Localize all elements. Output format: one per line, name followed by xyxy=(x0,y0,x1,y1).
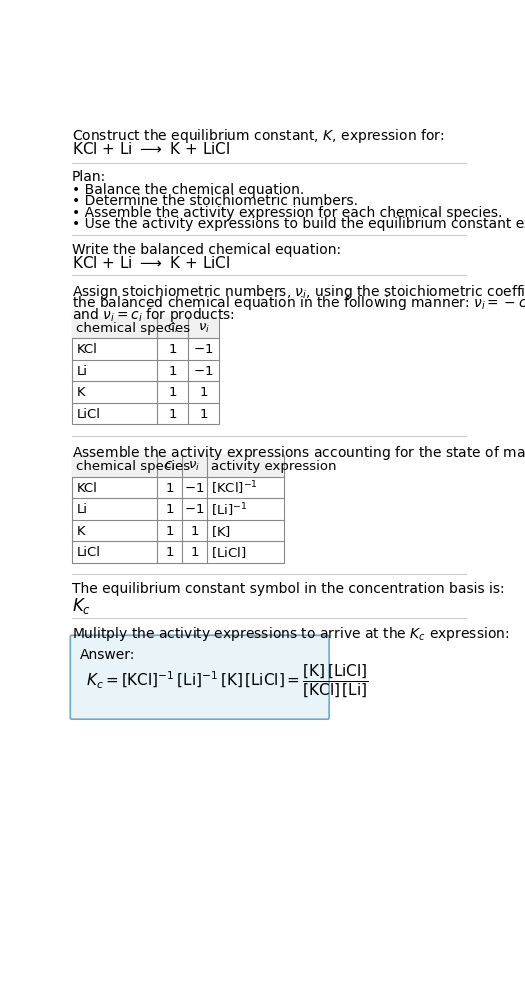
Text: $\nu_i$: $\nu_i$ xyxy=(197,321,209,335)
Text: $K_c$: $K_c$ xyxy=(72,596,91,616)
Text: • Use the activity expressions to build the equilibrium constant expression.: • Use the activity expressions to build … xyxy=(72,217,525,231)
Bar xyxy=(72,455,284,563)
Bar xyxy=(72,455,284,476)
Text: KCl: KCl xyxy=(77,482,97,495)
Text: $1$: $1$ xyxy=(199,386,208,400)
Text: The equilibrium constant symbol in the concentration basis is:: The equilibrium constant symbol in the c… xyxy=(72,582,505,596)
Text: $[\mathrm{Li}]^{-1}$: $[\mathrm{Li}]^{-1}$ xyxy=(212,501,248,518)
Text: $c_i$: $c_i$ xyxy=(164,461,175,473)
Text: $-1$: $-1$ xyxy=(193,364,214,378)
Text: activity expression: activity expression xyxy=(212,461,337,473)
Text: $-1$: $-1$ xyxy=(184,482,204,495)
Text: $-1$: $-1$ xyxy=(193,343,214,356)
Text: Write the balanced chemical equation:: Write the balanced chemical equation: xyxy=(72,243,341,256)
Text: $[\mathrm{K}]$: $[\mathrm{K}]$ xyxy=(212,523,232,539)
Text: $1$: $1$ xyxy=(199,408,208,421)
Text: the balanced chemical equation in the following manner: $\nu_i = -c_i$ for react: the balanced chemical equation in the fo… xyxy=(72,295,525,312)
Text: K: K xyxy=(77,524,85,538)
Text: 1: 1 xyxy=(169,364,177,378)
Text: K: K xyxy=(77,386,85,400)
Text: 1: 1 xyxy=(165,503,174,517)
Text: KCl + Li $\longrightarrow$ K + LiCl: KCl + Li $\longrightarrow$ K + LiCl xyxy=(72,141,230,157)
Text: 1: 1 xyxy=(165,546,174,560)
Text: • Balance the chemical equation.: • Balance the chemical equation. xyxy=(72,183,304,196)
Text: 1: 1 xyxy=(169,408,177,421)
Text: Construct the equilibrium constant, $K$, expression for:: Construct the equilibrium constant, $K$,… xyxy=(72,127,444,145)
Text: LiCl: LiCl xyxy=(77,546,100,560)
Text: 1: 1 xyxy=(165,524,174,538)
Text: 1: 1 xyxy=(165,482,174,495)
Text: Plan:: Plan: xyxy=(72,170,106,185)
Text: 1: 1 xyxy=(169,343,177,356)
Text: Answer:: Answer: xyxy=(80,647,135,662)
Text: • Determine the stoichiometric numbers.: • Determine the stoichiometric numbers. xyxy=(72,194,358,208)
Text: chemical species: chemical species xyxy=(77,321,191,335)
Text: chemical species: chemical species xyxy=(77,461,191,473)
Text: 1: 1 xyxy=(169,386,177,400)
Text: $[\mathrm{LiCl}]$: $[\mathrm{LiCl}]$ xyxy=(212,545,247,561)
Text: $1$: $1$ xyxy=(190,524,199,538)
Text: $1$: $1$ xyxy=(190,546,199,560)
Text: and $\nu_i = c_i$ for products:: and $\nu_i = c_i$ for products: xyxy=(72,305,235,324)
Bar xyxy=(72,316,219,338)
Bar xyxy=(72,316,219,424)
FancyBboxPatch shape xyxy=(70,635,329,719)
Text: Assemble the activity expressions accounting for the state of matter and $\nu_i$: Assemble the activity expressions accoun… xyxy=(72,444,525,462)
Text: Li: Li xyxy=(77,364,88,378)
Text: KCl: KCl xyxy=(77,343,97,356)
Text: $-1$: $-1$ xyxy=(184,503,204,517)
Text: $[\mathrm{KCl}]^{-1}$: $[\mathrm{KCl}]^{-1}$ xyxy=(212,479,258,497)
Text: KCl + Li $\longrightarrow$ K + LiCl: KCl + Li $\longrightarrow$ K + LiCl xyxy=(72,255,230,271)
Text: Assign stoichiometric numbers, $\nu_i$, using the stoichiometric coefficients, $: Assign stoichiometric numbers, $\nu_i$, … xyxy=(72,283,525,300)
Text: LiCl: LiCl xyxy=(77,408,100,421)
Text: Li: Li xyxy=(77,503,88,517)
Text: $c_i$: $c_i$ xyxy=(166,321,179,335)
Text: • Assemble the activity expression for each chemical species.: • Assemble the activity expression for e… xyxy=(72,205,502,220)
Text: $\nu_i$: $\nu_i$ xyxy=(188,461,200,473)
Text: Mulitply the activity expressions to arrive at the $K_c$ expression:: Mulitply the activity expressions to arr… xyxy=(72,626,509,643)
Text: $K_c = [\mathrm{KCl}]^{-1}\,[\mathrm{Li}]^{-1}\,[\mathrm{K}]\,[\mathrm{LiCl}] = : $K_c = [\mathrm{KCl}]^{-1}\,[\mathrm{Li}… xyxy=(86,663,369,700)
